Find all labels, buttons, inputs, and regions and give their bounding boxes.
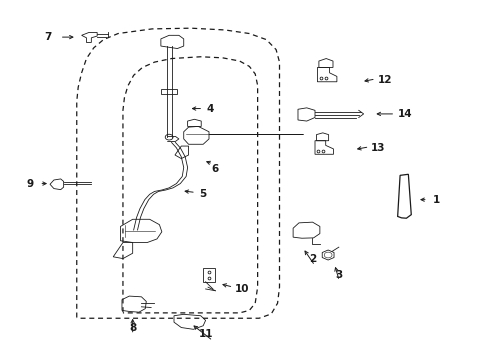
Text: 3: 3 (335, 270, 342, 280)
Text: 8: 8 (129, 323, 136, 333)
Text: 13: 13 (370, 143, 385, 153)
Text: 5: 5 (199, 189, 206, 199)
Text: 6: 6 (211, 164, 219, 174)
Text: 2: 2 (308, 253, 316, 264)
Text: 1: 1 (432, 195, 439, 204)
Text: 14: 14 (397, 109, 411, 119)
Text: 9: 9 (27, 179, 34, 189)
Text: 10: 10 (234, 284, 249, 294)
Text: 4: 4 (206, 104, 214, 113)
Text: 7: 7 (44, 32, 51, 42)
Text: 11: 11 (198, 329, 212, 339)
Text: 12: 12 (378, 75, 392, 85)
